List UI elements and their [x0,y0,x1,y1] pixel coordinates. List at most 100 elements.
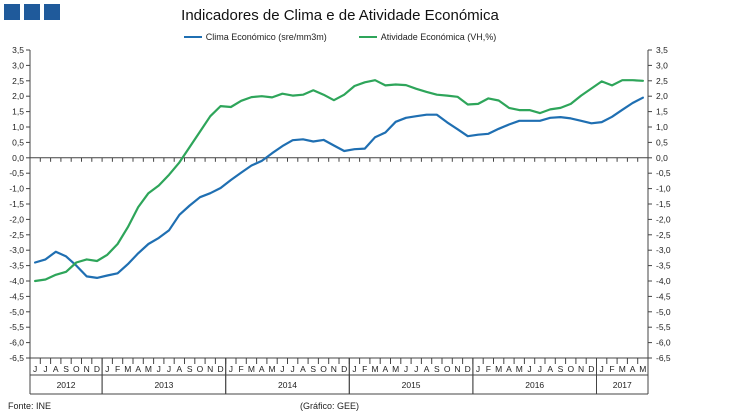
x-tick-label: A [547,364,553,374]
x-tick-label: N [84,364,90,374]
series-line-atividade [33,79,645,283]
x-tick-label: J [404,364,408,374]
y-tick-label-right: -2,5 [656,230,671,240]
y-tick-label-right: 3,5 [656,45,668,55]
logo-square [4,4,20,20]
legend-label-clima: Clima Económico (sre/mm3m) [205,32,327,42]
x-tick-label: A [630,364,636,374]
legend-swatch-clima [183,35,202,39]
x-tick-label: A [424,364,430,374]
y-tick-label-right: 2,5 [656,76,668,86]
y-tick-label-left: -1,0 [9,184,24,194]
y-tick-label-left: 1,5 [12,107,24,117]
x-tick-label: O [73,364,80,374]
x-tick-label: J [157,364,161,374]
y-tick-label-right: -3,5 [656,261,671,271]
chart-legend: Clima Económico (sre/mm3m) Atividade Eco… [0,32,680,42]
y-tick-label-right: -1,5 [656,199,671,209]
y-tick-label-right: -5,5 [656,322,671,332]
y-tick-label-right: 2,0 [656,91,668,101]
chart-credit: (Gráfico: GEE) [300,401,360,411]
x-tick-label: S [63,364,69,374]
x-tick-label: J [105,364,109,374]
x-tick-label: F [486,364,491,374]
year-label: 2017 [613,380,632,390]
legend-label-atividade: Atividade Económica (VH,%) [380,32,497,42]
y-tick-label-left: -4,0 [9,276,24,286]
x-tick-label: M [516,364,523,374]
y-tick-label-left: -4,5 [9,291,24,301]
x-tick-label: M [124,364,131,374]
y-tick-label-right: -6,5 [656,353,671,363]
x-tick-label: A [135,364,141,374]
x-tick-label: J [527,364,531,374]
x-tick-label: M [392,364,399,374]
y-tick-label-right: -6,0 [656,338,671,348]
y-tick-label-left: 3,5 [12,45,24,55]
x-tick-label: S [434,364,440,374]
x-tick-label: J [476,364,480,374]
x-tick-label: A [300,364,306,374]
x-tick-label: J [229,364,233,374]
x-tick-label: S [310,364,316,374]
x-tick-label: S [558,364,564,374]
x-tick-label: J [280,364,284,374]
x-tick-label: M [372,364,379,374]
y-tick-label-left: -6,0 [9,338,24,348]
x-tick-label: M [495,364,502,374]
legend-item-atividade: Atividade Económica (VH,%) [358,32,497,42]
chart-title: Indicadores de Clima e de Atividade Econ… [181,7,499,24]
x-tick-label: M [145,364,152,374]
x-tick-label: M [248,364,255,374]
x-tick-label: D [217,364,223,374]
x-tick-label: A [259,364,265,374]
y-tick-label-left: 2,5 [12,76,24,86]
x-tick-label: J [538,364,542,374]
x-tick-label: J [43,364,47,374]
y-tick-label-left: -0,5 [9,168,24,178]
chart-series [33,79,645,283]
y-tick-label-left: -3,0 [9,245,24,255]
y-tick-label-left: -2,0 [9,214,24,224]
series-line-clima [33,96,645,279]
x-tick-label: J [414,364,418,374]
year-label: 2012 [57,380,76,390]
x-tick-label: J [600,364,604,374]
y-tick-label-right: -4,5 [656,291,671,301]
year-label: 2016 [525,380,544,390]
x-tick-label: F [362,364,367,374]
year-label: 2015 [402,380,421,390]
x-tick-label: N [578,364,584,374]
source-note: Fonte: INE [8,401,52,411]
x-tick-label: N [454,364,460,374]
logo-square [24,4,40,20]
x-tick-label: F [239,364,244,374]
x-tick-label: J [33,364,37,374]
x-tick-label: M [619,364,626,374]
x-tick-label: J [352,364,356,374]
chart-axes: 3,5 3,5 3,0 3,0 2,5 2,5 2,0 2,0 1,5 1,5 1,0 1,0 0,5 0… [9,45,671,395]
y-tick-label-right: 3,0 [656,60,668,70]
x-tick-label: F [115,364,120,374]
x-tick-label: O [567,364,574,374]
y-tick-label-right: -0,5 [656,168,671,178]
y-tick-label-left: 2,0 [12,91,24,101]
institution-logo [4,4,60,20]
y-tick-label-left: -5,0 [9,307,24,317]
y-tick-label-left: 3,0 [12,60,24,70]
y-tick-label-left: -3,5 [9,261,24,271]
x-tick-label: M [639,364,646,374]
legend-item-clima: Clima Económico (sre/mm3m) [183,32,327,42]
y-tick-label-right: 0,5 [656,137,668,147]
y-tick-label-right: -2,0 [656,214,671,224]
y-tick-label-left: 0,0 [12,153,24,163]
x-tick-label: A [53,364,59,374]
x-tick-label: M [269,364,276,374]
x-tick-label: J [167,364,171,374]
x-tick-label: D [94,364,100,374]
y-tick-label-right: 1,5 [656,107,668,117]
x-tick-label: S [187,364,193,374]
y-tick-label-right: -5,0 [656,307,671,317]
y-tick-label-right: -3,0 [656,245,671,255]
